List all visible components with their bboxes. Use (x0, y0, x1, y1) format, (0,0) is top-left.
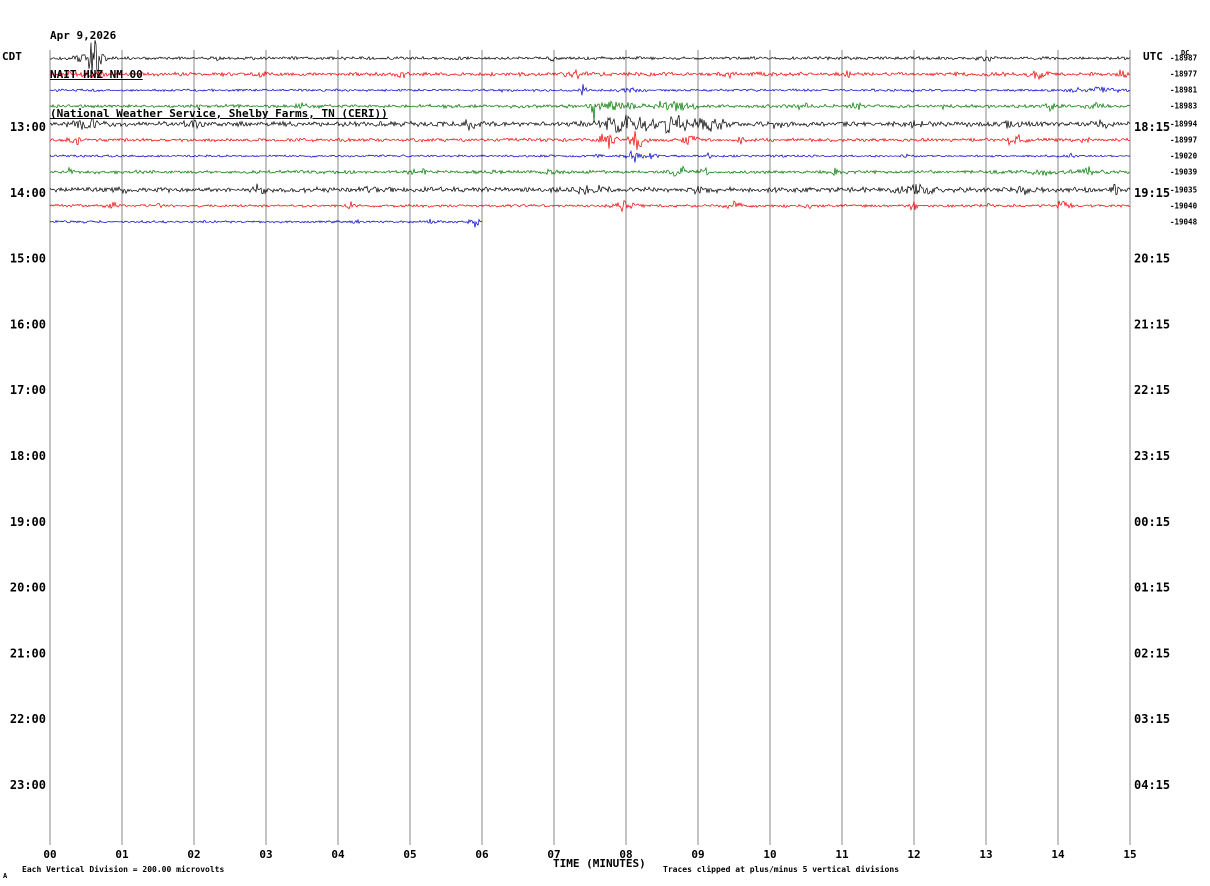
x-tick-07: 07 (547, 848, 560, 861)
cdt-hour-label-17:00: 17:00 (10, 383, 46, 397)
dc-offset-label-5: -18997 (1170, 136, 1197, 145)
x-tick-08: 08 (619, 848, 632, 861)
dc-offset-label-8: -19035 (1170, 185, 1197, 194)
seismo-trace-10 (49, 218, 483, 228)
x-tick-09: 09 (691, 848, 704, 861)
utc-hour-label-22:15: 22:15 (1134, 383, 1170, 397)
vertical-scale-note: Each Vertical Division = 200.00 microvol… (22, 865, 225, 874)
utc-hour-label-18:15: 18:15 (1134, 120, 1170, 134)
dc-column-header: DC (1181, 49, 1189, 57)
cdt-hour-label-14:00: 14:00 (10, 186, 46, 200)
x-tick-06: 06 (475, 848, 489, 861)
utc-hour-label-00:15: 00:15 (1134, 515, 1170, 529)
right-axis-title: UTC (1143, 50, 1163, 63)
x-tick-04: 04 (331, 848, 345, 861)
x-axis-title: TIME (MINUTES) (553, 857, 646, 870)
seismo-trace-0 (49, 40, 1131, 77)
dc-offset-label-0: -18987 (1170, 54, 1197, 63)
x-tick-10: 10 (763, 848, 776, 861)
utc-hour-label-02:15: 02:15 (1134, 646, 1170, 660)
clipping-note: Traces clipped at plus/minus 5 vertical … (663, 865, 900, 874)
utc-hour-label-01:15: 01:15 (1134, 581, 1170, 595)
dc-offset-label-10: -19048 (1170, 217, 1198, 226)
seismo-trace-1 (49, 68, 1131, 81)
seismo-trace-4 (49, 114, 1131, 134)
x-tick-00: 00 (43, 848, 56, 861)
utc-hour-label-04:15: 04:15 (1134, 778, 1170, 792)
dc-offset-label-2: -18981 (1170, 86, 1198, 95)
cdt-hour-label-21:00: 21:00 (10, 646, 46, 660)
cdt-hour-label-19:00: 19:00 (10, 515, 46, 529)
utc-hour-label-23:15: 23:15 (1134, 449, 1170, 463)
cdt-hour-label-18:00: 18:00 (10, 449, 46, 463)
cdt-hour-label-23:00: 23:00 (10, 778, 46, 792)
title-block: Apr 9,2026 NAIT HNZ NM 00 (National Weat… (50, 3, 388, 146)
cdt-hour-label-20:00: 20:00 (10, 581, 46, 595)
station-description[interactable]: (National Weather Service, Shelby Farms,… (50, 107, 388, 120)
utc-hour-label-21:15: 21:15 (1134, 317, 1170, 331)
seismo-trace-6 (49, 150, 1131, 163)
seismo-trace-8 (49, 183, 1131, 196)
x-tick-02: 02 (187, 848, 200, 861)
x-tick-01: 01 (115, 848, 129, 861)
cdt-hour-label-13:00: 13:00 (10, 120, 46, 134)
x-tick-15: 15 (1123, 848, 1136, 861)
dc-offset-label-4: -18994 (1170, 120, 1198, 129)
date-line: Apr 9,2026 (50, 29, 117, 42)
seismo-trace-5 (49, 130, 1131, 151)
x-tick-12: 12 (907, 848, 920, 861)
dc-offset-label-3: -18983 (1170, 102, 1198, 111)
utc-hour-label-19:15: 19:15 (1134, 186, 1170, 200)
seismo-trace-9 (49, 200, 1131, 213)
corner-mark: A (3, 872, 8, 880)
utc-hour-label-20:15: 20:15 (1134, 252, 1170, 266)
dc-offset-label-7: -19039 (1170, 168, 1198, 177)
station-line[interactable]: NAIT HNZ NM 00 (50, 68, 143, 81)
dc-offset-label-9: -19040 (1170, 201, 1198, 210)
seismo-trace-3 (49, 100, 1131, 123)
utc-hour-label-03:15: 03:15 (1134, 712, 1170, 726)
cdt-hour-label-16:00: 16:00 (10, 317, 46, 331)
left-axis-title: CDT (2, 50, 22, 63)
cdt-hour-label-22:00: 22:00 (10, 712, 46, 726)
x-tick-03: 03 (259, 848, 272, 861)
x-tick-11: 11 (835, 848, 849, 861)
seismo-trace-7 (49, 165, 1131, 177)
dc-offset-label-6: -19020 (1170, 152, 1198, 161)
x-tick-14: 14 (1051, 848, 1065, 861)
x-tick-13: 13 (979, 848, 992, 861)
cdt-hour-label-15:00: 15:00 (10, 252, 46, 266)
x-tick-05: 05 (403, 848, 416, 861)
seismo-trace-2 (49, 84, 1131, 96)
dc-offset-label-1: -18977 (1170, 70, 1197, 79)
